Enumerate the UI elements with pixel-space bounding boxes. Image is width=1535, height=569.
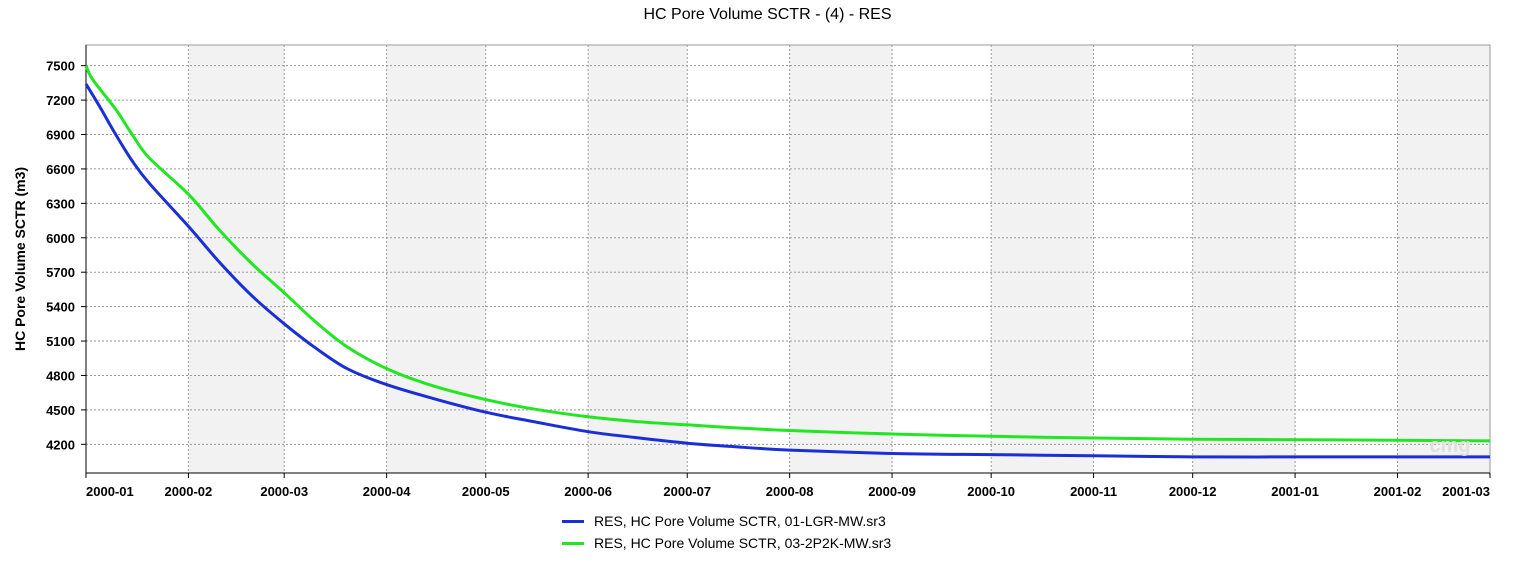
- chart-title: HC Pore Volume SCTR - (4) - RES: [643, 6, 892, 23]
- legend-swatch-series-1: [562, 519, 584, 523]
- y-tick-label-7200: 7200: [46, 93, 75, 108]
- x-tick-label-2001-03: 2001-03: [1442, 484, 1490, 499]
- y-tick-label-4500: 4500: [46, 403, 75, 418]
- legend-item-series-2: RES, HC Pore Volume SCTR, 03-2P2K-MW.sr3: [562, 532, 891, 554]
- legend-label-series-1: RES, HC Pore Volume SCTR, 01-LGR-MW.sr3: [594, 513, 886, 529]
- x-tick-label-2000-03: 2000-03: [260, 484, 308, 499]
- line-chart: 4200 4500 4800 5100 5400 5700 6000 6300 6600 6900…: [12, 44, 1491, 499]
- x-tick-label-2000-07: 2000-07: [663, 484, 711, 499]
- x-tick-label-2000-05: 2000-05: [462, 484, 510, 499]
- band-2001-02: [1397, 45, 1490, 473]
- series-line-1: [84, 83, 1490, 459]
- y-tick-label-5400: 5400: [46, 300, 75, 315]
- series-lines: [84, 65, 1491, 459]
- x-tick-label-2000-11: 2000-11: [1070, 484, 1117, 499]
- band-2000-10: [991, 45, 1094, 473]
- watermark: cmg: [1429, 435, 1470, 457]
- y-tick-label-5100: 5100: [46, 334, 75, 349]
- y-tick-label-6600: 6600: [46, 162, 75, 177]
- band-2000-04: [386, 45, 486, 473]
- alternating-bands: [188, 45, 1490, 473]
- series-line-2: [84, 65, 1491, 443]
- band-2000-02: [188, 45, 285, 473]
- y-tick-label-6900: 6900: [46, 128, 75, 143]
- y-tick-label-5700: 5700: [46, 265, 75, 280]
- x-tick-label-2000-01: 2000-01: [86, 484, 134, 499]
- y-tick-label-6300: 6300: [46, 196, 75, 211]
- x-tick-label-2000-12: 2000-12: [1169, 484, 1217, 499]
- x-tick-label-2000-04: 2000-04: [363, 484, 411, 499]
- x-axis: 2000-01 2000-02 2000-03 2000-04 2000-05 2000-…: [85, 472, 1491, 499]
- legend: RES, HC Pore Volume SCTR, 01-LGR-MW.sr3 …: [562, 510, 891, 554]
- y-tick-label-4800: 4800: [46, 368, 75, 383]
- band-2000-08: [789, 45, 893, 473]
- legend-swatch-series-2: [562, 541, 584, 545]
- x-tick-label-2000-10: 2000-10: [967, 484, 1015, 499]
- band-2000-06: [588, 45, 688, 473]
- y-tick-label-7500: 7500: [46, 59, 75, 74]
- x-tick-label-2000-09: 2000-09: [868, 484, 916, 499]
- y-axis: 4200 4500 4800 5100 5400 5700 6000 6300 6600 6900…: [46, 45, 87, 473]
- y-tick-label-6000: 6000: [46, 231, 75, 246]
- legend-item-series-1: RES, HC Pore Volume SCTR, 01-LGR-MW.sr3: [562, 510, 891, 532]
- band-2000-12: [1192, 45, 1296, 473]
- y-tick-label-4200: 4200: [46, 437, 75, 452]
- legend-label-series-2: RES, HC Pore Volume SCTR, 03-2P2K-MW.sr3: [594, 535, 892, 551]
- x-tick-label-2001-01: 2001-01: [1271, 484, 1319, 499]
- x-tick-label-2000-06: 2000-06: [564, 484, 612, 499]
- x-tick-label-2001-02: 2001-02: [1374, 484, 1422, 499]
- y-axis-label: HC Pore Volume SCTR (m3): [12, 167, 28, 351]
- x-tick-label-2000-02: 2000-02: [165, 484, 213, 499]
- x-tick-label-2000-08: 2000-08: [766, 484, 814, 499]
